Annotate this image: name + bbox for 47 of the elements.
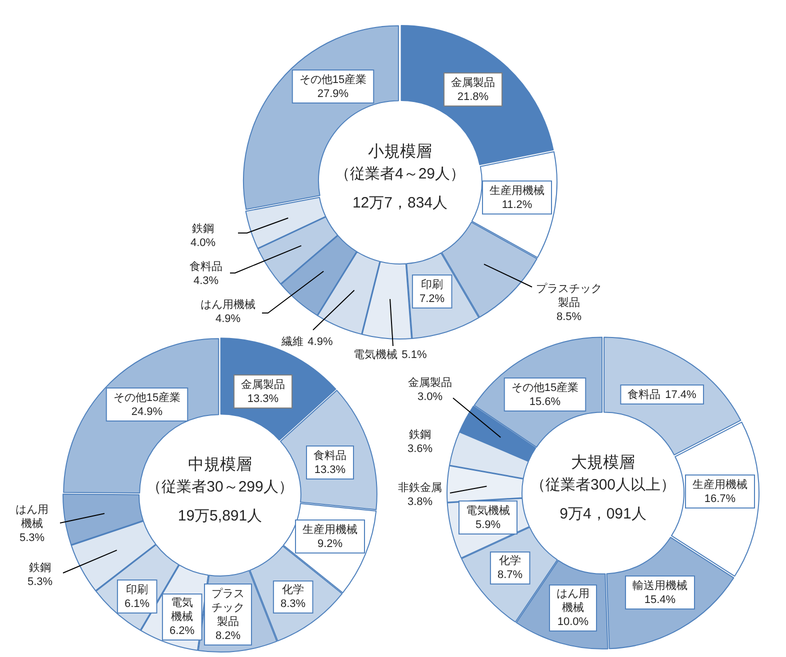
slice-label: 生産用機械 <box>302 523 358 536</box>
slice-label: 生産用機械 <box>692 478 748 491</box>
slice-label: プラスチック製品 <box>212 587 244 628</box>
slice-label: 金属製品 <box>241 378 285 391</box>
slice-label: 化学 <box>282 584 304 596</box>
data-label: 13.3% <box>314 464 346 476</box>
data-label: 24.9% <box>131 406 163 418</box>
slice-label: 金属製品 <box>451 76 495 89</box>
data-label: 21.8% <box>457 91 489 103</box>
data-label: 17.4% <box>665 389 697 401</box>
data-label: 15.4% <box>644 594 676 606</box>
data-label: 13.3% <box>247 393 279 405</box>
title: 中規模層 <box>188 456 252 474</box>
subtitle: （従業者30～299人） <box>146 478 294 496</box>
slice-label: その他15産業 <box>113 391 181 404</box>
slice-label: その他15産業 <box>299 73 367 86</box>
slice-label: 電気機械 <box>466 504 510 517</box>
slice-label: 化学 <box>499 555 521 567</box>
data-label: 6.2% <box>169 625 195 637</box>
data-label: 10.0% <box>557 616 589 628</box>
slice-label: 食料品 <box>314 449 346 462</box>
data-label: 11.2% <box>502 199 532 211</box>
slice-label: 食料品 <box>628 388 661 401</box>
data-label: 27.9% <box>317 88 349 100</box>
title: 小規模層 <box>368 144 432 160</box>
slice-label: 印刷 <box>126 583 148 596</box>
data-label: 9.2% <box>317 538 343 550</box>
annotation: 12万7，834人 <box>352 194 448 212</box>
data-label: 8.2% <box>215 630 241 642</box>
slice-label: 生産用機械 <box>490 184 544 197</box>
subtitle: （従業者4～29人） <box>334 166 466 182</box>
annotation: 19万5,891人 <box>178 508 262 524</box>
slice-label: 電気機械 <box>171 597 193 623</box>
slice-label: 印刷 <box>421 278 443 291</box>
slice-label: はん用機械 <box>556 588 590 614</box>
data-label: 16.7% <box>704 493 736 505</box>
slice-label: 輸送用機械 <box>632 579 688 592</box>
slice-label: その他15産業 <box>511 381 579 394</box>
title: 大規模層 <box>571 454 635 472</box>
data-label: 8.7% <box>497 569 523 581</box>
data-label: 8.3% <box>280 598 306 610</box>
subtitle: （従業者300人以上） <box>530 476 676 494</box>
data-label: 6.1% <box>124 598 150 610</box>
data-label: 7.2% <box>419 293 445 305</box>
annotation: 9万4，091人 <box>560 506 646 522</box>
data-label: 5.9% <box>475 519 501 531</box>
data-label: 15.6% <box>529 396 561 408</box>
